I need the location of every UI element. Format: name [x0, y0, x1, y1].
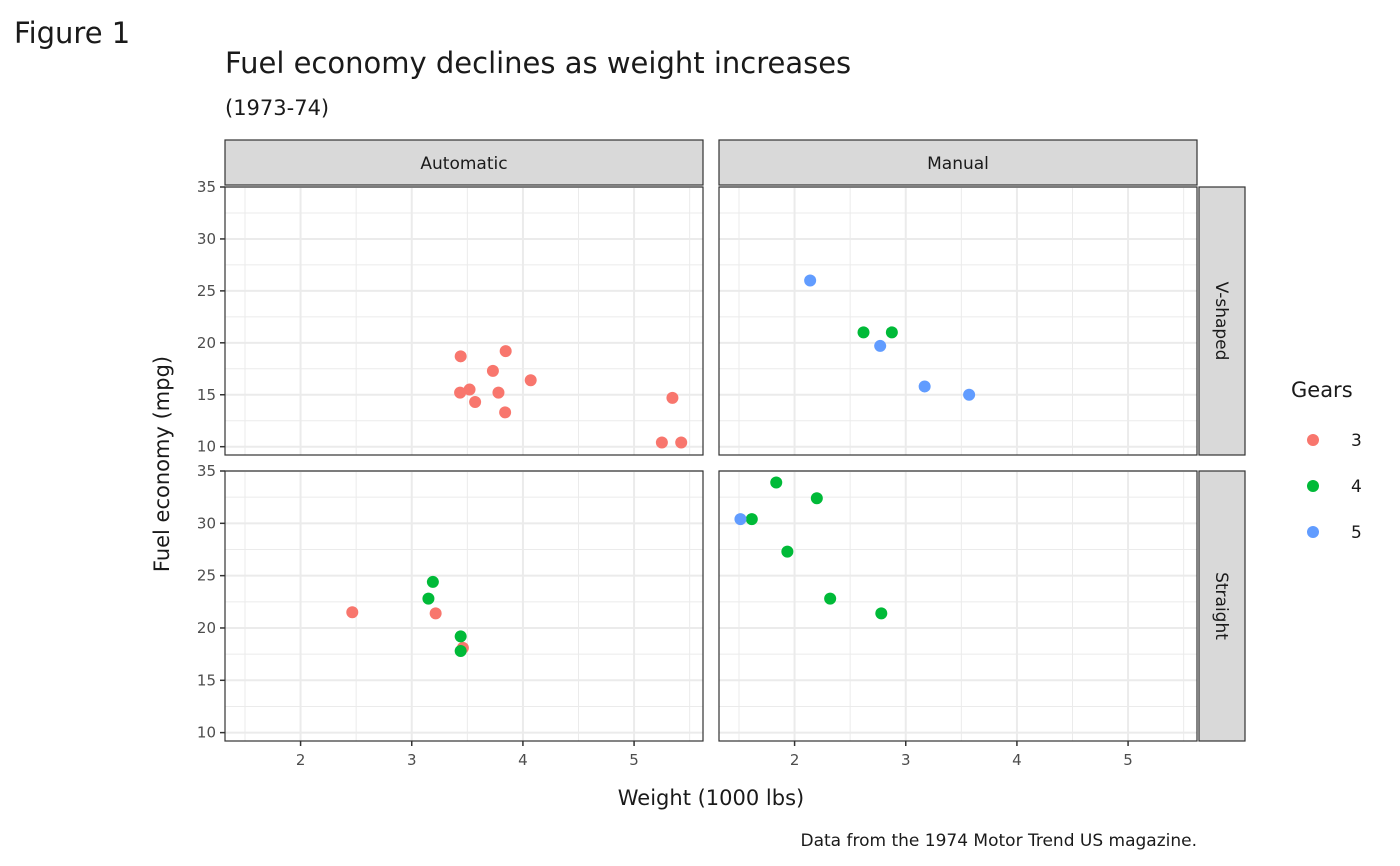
panel-manual-straight [718, 470, 1198, 742]
data-point-gear-5 [734, 513, 747, 526]
y-tick-label: 35 [197, 178, 216, 196]
x-tick-label: 3 [407, 751, 417, 769]
x-tick-label: 5 [629, 751, 639, 769]
panel-border [718, 470, 1198, 742]
y-tick-label: 30 [197, 230, 216, 248]
data-point-gear-3 [492, 386, 505, 399]
facet-strip-automatic [224, 139, 704, 186]
y-tick-label: 10 [197, 724, 216, 742]
data-point-gear-4 [824, 592, 837, 605]
data-point-gear-4 [885, 326, 898, 339]
x-tick-label: 2 [790, 751, 800, 769]
x-tick-label: 4 [1012, 751, 1022, 769]
panel-background [719, 187, 1197, 455]
facet-strips: Automatic Manual V-shaped Straight [224, 139, 1246, 742]
data-point-gear-4 [745, 513, 758, 526]
y-tick-label: 15 [197, 386, 216, 404]
data-point-gear-5 [918, 380, 931, 393]
data-point-gear-4 [875, 607, 888, 620]
panel-background [719, 471, 1197, 741]
data-point-gear-3 [675, 436, 688, 449]
data-point-gear-3 [486, 364, 499, 377]
data-point-gear-3 [666, 391, 679, 404]
data-point-gear-4 [857, 326, 870, 339]
data-point-gear-4 [426, 575, 439, 588]
panels-group [224, 186, 1198, 742]
data-point-gear-3 [655, 436, 668, 449]
y-tick-label: 15 [197, 671, 216, 689]
data-point-gear-4 [781, 545, 794, 558]
data-point-gear-3 [429, 607, 442, 620]
data-point-gear-5 [963, 388, 976, 401]
data-point-gear-3 [469, 396, 482, 409]
x-tick-label: 5 [1123, 751, 1133, 769]
data-point-gear-4 [770, 476, 783, 489]
facet-strip-manual [718, 139, 1198, 186]
data-point-gear-4 [810, 492, 823, 505]
facet-strip-label: Manual [927, 154, 989, 174]
y-tick-label: 25 [197, 567, 216, 585]
y-axis-label: Fuel economy (mpg) [150, 356, 174, 572]
panel-automatic-straight [224, 470, 704, 742]
data-point-gear-4 [422, 592, 435, 605]
y-tick-label: 30 [197, 514, 216, 532]
data-point-gear-3 [454, 386, 467, 399]
panel-border [224, 186, 704, 456]
chart-title: Fuel economy declines as weight increase… [225, 46, 851, 80]
y-tick-label: 20 [197, 334, 216, 352]
data-point-gear-3 [524, 374, 537, 387]
legend-key-3 [1307, 434, 1319, 446]
legend-label: 3 [1351, 431, 1362, 451]
x-tick-label: 3 [901, 751, 911, 769]
x-tick-label: 2 [296, 751, 306, 769]
data-point-gear-3 [346, 606, 359, 619]
facet-strip-straight [1198, 470, 1246, 742]
legend-label: 5 [1351, 523, 1362, 543]
data-point-gear-3 [499, 345, 512, 358]
legend-title: Gears [1291, 378, 1353, 402]
facet-strip-label: V-shaped [1211, 282, 1231, 361]
chart-caption: Data from the 1974 Motor Trend US magazi… [801, 831, 1198, 851]
facet-strip-v-shaped [1198, 186, 1246, 456]
axes-group: 10 15 20 25 30 35 10 15 20 25 30 35 2 3 4 5 2 3 4 5 [197, 178, 1133, 769]
chart-subtitle: (1973-74) [225, 96, 329, 120]
legend: Gears 3 4 5 [1291, 378, 1362, 543]
y-tick-label: 20 [197, 619, 216, 637]
panel-border [718, 186, 1198, 456]
data-point-gear-4 [454, 645, 467, 657]
data-point-gear-3 [454, 350, 467, 363]
panel-background [225, 471, 703, 741]
y-tick-label: 35 [197, 462, 216, 480]
data-point-gear-3 [463, 383, 476, 396]
data-point-gear-5 [804, 274, 817, 287]
panel-border [224, 470, 704, 742]
data-point-gear-4 [454, 630, 467, 643]
facet-strip-label: Straight [1211, 572, 1231, 640]
facet-strip-label: Automatic [420, 154, 507, 174]
y-tick-label: 10 [197, 438, 216, 456]
data-point-gear-3 [499, 406, 512, 419]
panel-automatic-v-shaped [224, 186, 704, 456]
y-tick-label: 25 [197, 282, 216, 300]
figure-label: Figure 1 [14, 16, 130, 50]
panel-background [225, 187, 703, 455]
data-point-gear-5 [874, 339, 887, 352]
legend-key-4 [1307, 480, 1319, 492]
legend-label: 4 [1351, 477, 1362, 497]
legend-key-5 [1307, 526, 1319, 538]
x-axis-label: Weight (1000 lbs) [618, 786, 804, 810]
x-tick-label: 4 [518, 751, 528, 769]
panel-manual-v-shaped [718, 186, 1198, 456]
